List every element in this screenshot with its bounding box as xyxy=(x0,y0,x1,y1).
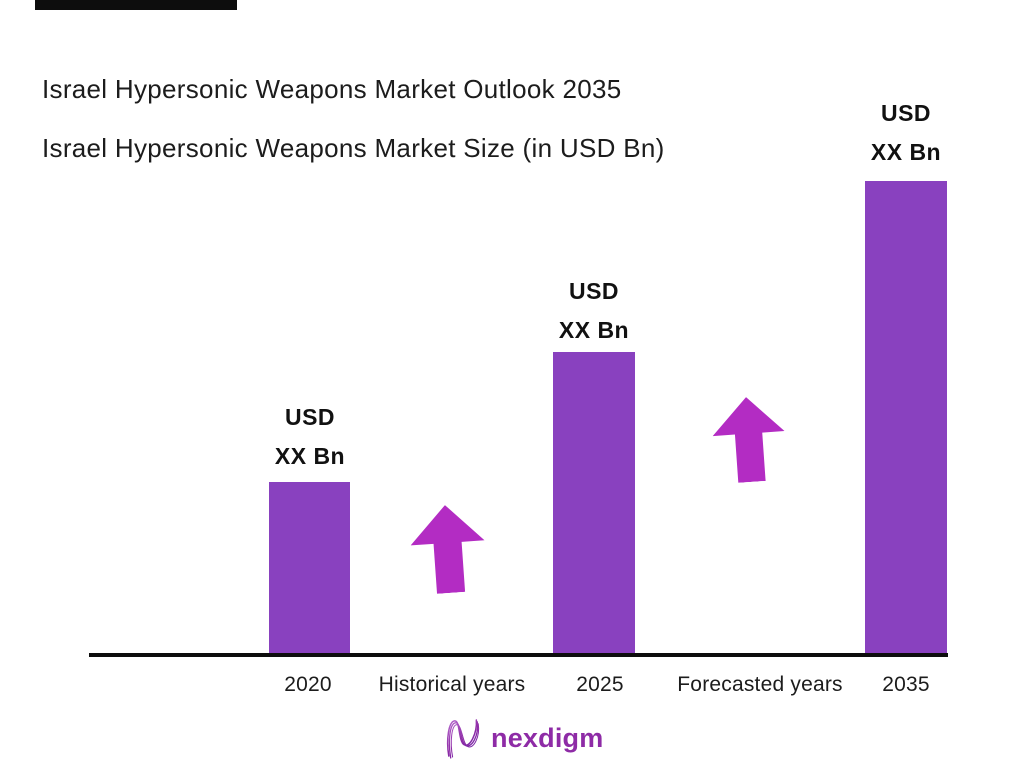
nexdigm-wave-icon xyxy=(446,719,480,759)
x-tick-2035: 2035 xyxy=(882,673,930,696)
bar-value-line1: USD xyxy=(568,278,620,304)
forecasted-years-label: Forecasted years xyxy=(677,673,843,696)
bar-value-label-2020: USD XX Bn xyxy=(230,398,390,476)
page-title: Israel Hypersonic Weapons Market Outlook… xyxy=(42,74,622,104)
bar-2020 xyxy=(269,482,350,653)
bar-value-line1: USD xyxy=(284,404,336,430)
bar-value-line1: USD xyxy=(880,100,932,126)
x-axis-line xyxy=(89,653,948,657)
nexdigm-logo: nexdigm xyxy=(445,712,603,764)
bar-value-line2: XX Bn xyxy=(870,139,942,165)
nexdigm-logo-text: nexdigm xyxy=(491,722,604,753)
page-subtitle: Israel Hypersonic Weapons Market Size (i… xyxy=(42,133,665,163)
up-arrow-icon xyxy=(710,395,788,485)
x-tick-2025: 2025 xyxy=(576,673,624,696)
x-tick-2020: 2020 xyxy=(284,673,332,696)
bar-value-label-2035: USD XX Bn xyxy=(826,94,986,172)
bar-2025 xyxy=(553,352,635,653)
bar-2035 xyxy=(865,181,947,653)
historical-years-label: Historical years xyxy=(378,673,526,696)
bar-value-line2: XX Bn xyxy=(558,317,630,343)
top-left-black-bar xyxy=(35,0,237,10)
up-arrow-icon xyxy=(408,503,488,596)
bar-value-label-2025: USD XX Bn xyxy=(514,272,674,350)
bar-value-line2: XX Bn xyxy=(274,443,346,469)
